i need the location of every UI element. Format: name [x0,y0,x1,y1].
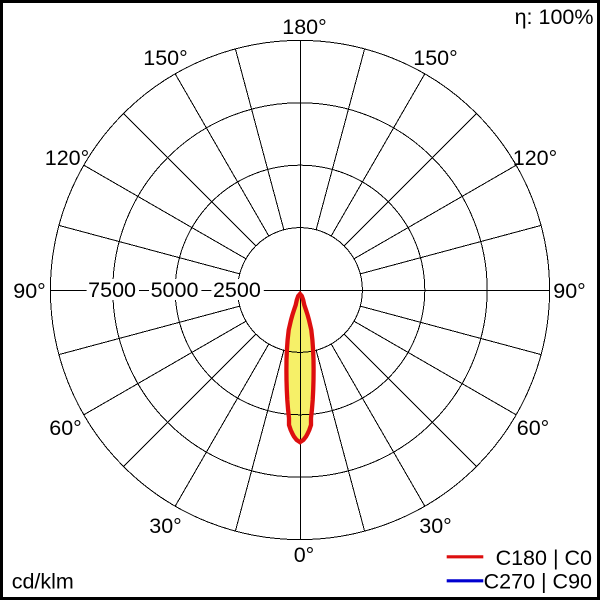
svg-text:150°: 150° [413,46,457,70]
svg-text:η: 100%: η: 100% [515,5,594,29]
svg-text:30°: 30° [149,514,182,538]
svg-text:120°: 120° [45,146,89,170]
svg-text:30°: 30° [419,514,452,538]
svg-text:60°: 60° [517,416,550,440]
svg-text:90°: 90° [553,279,586,303]
svg-text:60°: 60° [49,416,82,440]
svg-text:180°: 180° [282,15,326,39]
svg-text:0°: 0° [294,543,315,567]
svg-text:7500: 7500 [88,278,136,302]
svg-text:150°: 150° [143,46,187,70]
svg-text:90°: 90° [13,279,46,303]
svg-text:5000: 5000 [151,278,199,302]
svg-text:C180 | C0: C180 | C0 [496,546,592,570]
svg-text:120°: 120° [513,146,557,170]
svg-text:2500: 2500 [213,278,261,302]
svg-text:cd/klm: cd/klm [12,569,74,593]
svg-text:C270 | C90: C270 | C90 [484,569,592,593]
